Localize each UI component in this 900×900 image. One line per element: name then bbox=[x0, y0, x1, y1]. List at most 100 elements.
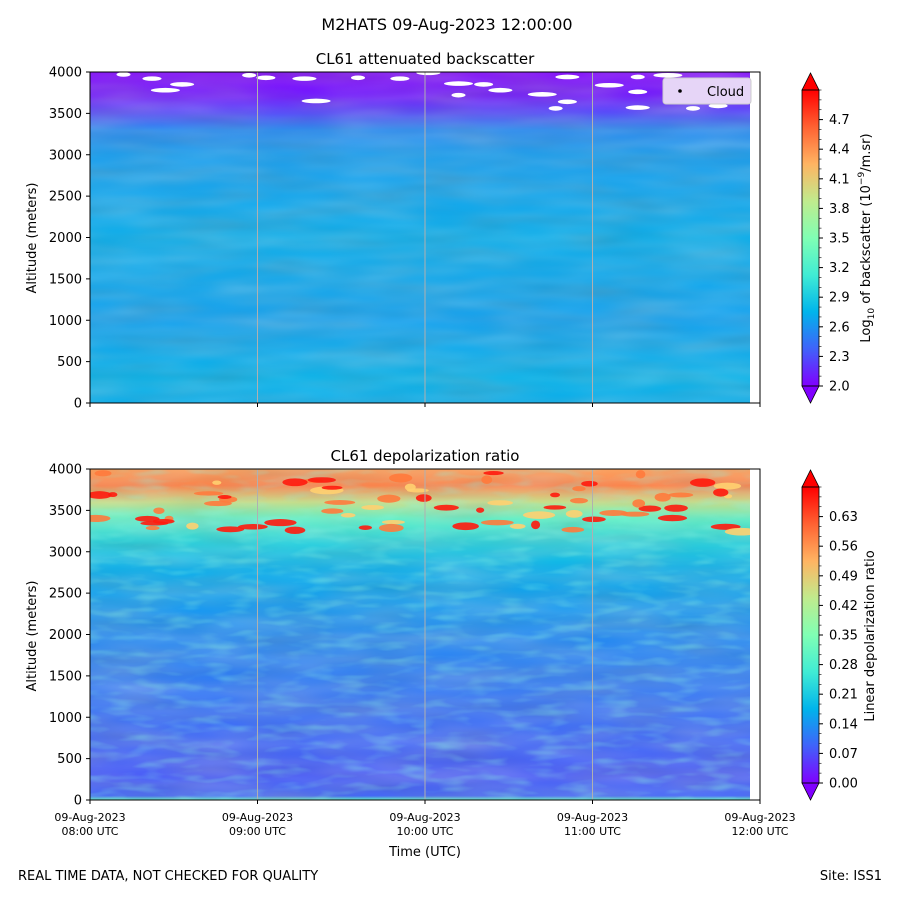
depolarization-gridlines bbox=[257, 469, 593, 800]
backscatter-colorbar-tick-label: 4.4 bbox=[829, 143, 850, 158]
cloud-marker bbox=[390, 76, 410, 81]
depolarization-patch bbox=[381, 519, 405, 525]
cloud-legend[interactable]: Cloud bbox=[662, 77, 752, 105]
depolarization-colorbar-tick-label: 0.21 bbox=[829, 688, 858, 703]
backscatter-ylabel: Altitude (meters) bbox=[25, 183, 40, 294]
cloud-marker bbox=[527, 92, 557, 97]
depolarization-patch bbox=[284, 526, 306, 534]
cloud-marker bbox=[628, 89, 648, 95]
depolarization-patch bbox=[406, 488, 429, 493]
depolarization-patch bbox=[145, 525, 160, 531]
cloud-marker bbox=[548, 106, 563, 111]
backscatter-colorbar-tick-label: 2.0 bbox=[829, 380, 850, 395]
legend-box bbox=[662, 77, 752, 105]
cloud-marker bbox=[416, 72, 441, 76]
depolarization-patch bbox=[415, 494, 432, 502]
backscatter-colorbar-extend-max bbox=[801, 72, 820, 91]
cloud-marker bbox=[292, 76, 317, 81]
depolarization-panel: CL61 depolarization ratio 0 500 1000 1500 20… bbox=[25, 447, 878, 860]
cloud-marker bbox=[301, 98, 331, 104]
depolarization-ylabel: Altitude (meters) bbox=[25, 581, 40, 692]
depolarization-patch bbox=[654, 492, 671, 502]
depolarization-patch bbox=[713, 482, 742, 490]
depolarization-colorbar-label: Linear depolarization ratio bbox=[863, 550, 878, 721]
cloud-marker bbox=[625, 105, 650, 110]
depolarization-patch bbox=[389, 473, 413, 483]
depolarization-colorbar-tick-label: 0.00 bbox=[829, 777, 858, 792]
cloud-marker bbox=[256, 75, 276, 81]
cloud-marker bbox=[351, 75, 365, 81]
depolarization-patch bbox=[561, 526, 585, 533]
depolarization-colorbar-tick-label: 0.35 bbox=[829, 629, 858, 644]
depolarization-xtick-date: 09-Aug-2023 bbox=[389, 811, 460, 824]
backscatter-ytick-label: 1000 bbox=[49, 314, 82, 329]
backscatter-colorbar-label: Log10 of backscatter (10−9/m.sr) bbox=[857, 133, 877, 342]
depolarization-patch bbox=[433, 504, 459, 511]
depolarization-patch bbox=[153, 507, 165, 514]
depolarization-ytick-label: 500 bbox=[57, 752, 82, 767]
depolarization-x-axis: 09-Aug-2023 08:00 UTC 09-Aug-2023 09:00 UTC… bbox=[54, 800, 796, 838]
depolarization-xtick-time: 08:00 UTC bbox=[61, 825, 118, 838]
backscatter-colorbar-tick-label: 3.5 bbox=[829, 232, 850, 247]
depolarization-patch bbox=[582, 516, 606, 523]
backscatter-ytick-label: 3500 bbox=[49, 107, 82, 122]
backscatter-ytick-label: 500 bbox=[57, 355, 82, 370]
depolarization-patch bbox=[509, 523, 526, 529]
depolarization-patch bbox=[481, 475, 493, 484]
depolarization-patch bbox=[152, 518, 175, 524]
depolarization-patch bbox=[340, 512, 356, 518]
depolarization-patch bbox=[543, 505, 567, 510]
cloud-marker bbox=[555, 74, 580, 80]
depolarization-xtick-date: 09-Aug-2023 bbox=[557, 811, 628, 824]
depolarization-patch bbox=[193, 491, 224, 496]
cloud-marker bbox=[451, 92, 466, 98]
cloud-marker bbox=[150, 87, 180, 93]
depolarization-patch bbox=[569, 497, 588, 504]
depolarization-patch bbox=[324, 500, 356, 505]
backscatter-ytick-label: 2500 bbox=[49, 190, 82, 205]
depolarization-xtick-time: 09:00 UTC bbox=[229, 825, 286, 838]
cloud-marker bbox=[686, 106, 700, 111]
backscatter-ytick-label: 0 bbox=[74, 397, 82, 412]
backscatter-colorbar-tick-label: 3.2 bbox=[829, 261, 850, 276]
depolarization-patch bbox=[531, 520, 541, 530]
backscatter-ytick-label: 1500 bbox=[49, 272, 82, 287]
cloud-marker bbox=[142, 76, 162, 81]
depolarization-patch bbox=[307, 477, 336, 483]
depolarization-patch bbox=[90, 514, 111, 523]
backscatter-title: CL61 attenuated backscatter bbox=[316, 50, 535, 68]
depolarization-patch bbox=[94, 470, 112, 477]
depolarization-patch bbox=[638, 505, 662, 512]
depolarization-patch bbox=[668, 492, 694, 498]
depolarization-patch bbox=[282, 478, 308, 487]
cloud-marker bbox=[557, 99, 577, 105]
cloud-marker bbox=[116, 72, 131, 77]
depolarization-patch bbox=[635, 470, 646, 479]
depolarization-colorbar: 0.00 0.07 0.14 0.21 0.28 0.35 0.42 0.49 0.56 0.63 bbox=[801, 469, 858, 801]
cloud-marker bbox=[630, 74, 645, 80]
cloud-marker bbox=[594, 82, 624, 88]
depolarization-patch bbox=[358, 525, 372, 530]
depolarization-patch bbox=[581, 480, 598, 487]
cloud-markers bbox=[116, 72, 728, 111]
depolarization-xlabel: Time (UTC) bbox=[388, 845, 461, 860]
depolarization-colorbar-extend-min bbox=[801, 782, 820, 801]
depolarization-patch bbox=[689, 478, 716, 487]
backscatter-panel: CL61 attenuated backscatter 0 500 1000 1500… bbox=[25, 50, 877, 412]
depolarization-ytick-label: 3000 bbox=[49, 545, 82, 560]
depolarization-patch bbox=[550, 492, 561, 498]
cloud-marker bbox=[444, 81, 473, 86]
depolarization-patch bbox=[212, 480, 222, 485]
depolarization-patch bbox=[108, 492, 118, 498]
depolarization-patch bbox=[321, 485, 343, 490]
cloud-marker bbox=[708, 103, 728, 109]
cloud-legend-marker bbox=[678, 89, 682, 93]
backscatter-x-axis bbox=[89, 403, 761, 407]
depolarization-xtick-time: 10:00 UTC bbox=[396, 825, 453, 838]
backscatter-gridlines bbox=[257, 72, 593, 403]
depolarization-patch bbox=[186, 522, 199, 530]
backscatter-y-axis: 0 500 1000 1500 2000 2500 3000 3500 4000 bbox=[49, 66, 90, 412]
backscatter-colorbar-tick-label: 3.8 bbox=[829, 202, 850, 217]
backscatter-colorbar-extend-min bbox=[801, 385, 820, 404]
footer-quality-note: REAL TIME DATA, NOT CHECKED FOR QUALITY bbox=[18, 869, 319, 884]
